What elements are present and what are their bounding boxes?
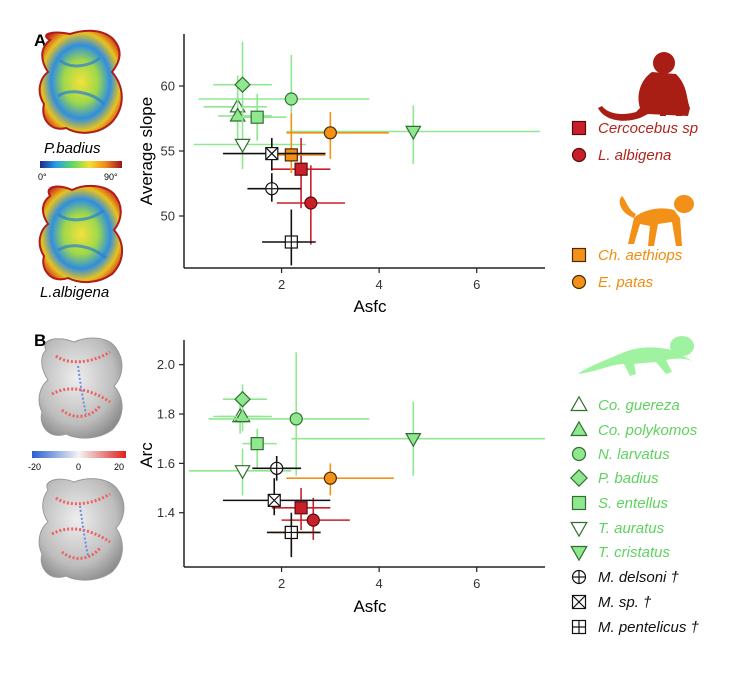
chart-a-point-m-delsoni	[247, 173, 302, 202]
legend-label: P. badius	[598, 470, 659, 487]
chart-a-point-cercocebus-sp	[271, 138, 331, 209]
chart-b-point-e-patas	[286, 463, 394, 496]
red-monkey-silhouette-icon	[598, 52, 690, 121]
curvature-color-scale	[32, 451, 126, 458]
chart-a-x-tick-label: 6	[473, 277, 480, 292]
legend-item-m-delsoni: M. delsoni †	[571, 569, 680, 586]
legend-label: T. auratus	[598, 520, 665, 537]
chart-a-y-tick-label: 60	[161, 79, 175, 94]
tooth-heatmap-l-albigena	[38, 184, 123, 284]
scale-b-mid: 0	[76, 462, 81, 472]
chart-b-point-s-entellus	[242, 428, 277, 469]
orange-monkey-silhouette-icon	[619, 195, 694, 246]
chart-b-point-m-sp	[223, 478, 331, 516]
chart-a-point-s-entellus	[232, 93, 287, 141]
chart-a-y-tick-label: 55	[161, 144, 175, 159]
legend: Cercocebus sp L. albigena Ch. aethiops E. p…	[570, 120, 700, 636]
tooth-label-2: L.albigena	[40, 284, 109, 301]
chart-b-point-cercocebus-sp	[271, 488, 331, 530]
tooth-curvature-2	[38, 478, 125, 581]
legend-label: M. pentelicus †	[598, 619, 700, 636]
chart-a-plot: 2 4 6 50 55 60 Asfc Average slope	[137, 34, 545, 316]
chart-b-point-m-delsoni	[252, 455, 302, 481]
chart-b-point-p-badius	[223, 384, 267, 417]
chart-a-y-tick-label: 50	[161, 209, 175, 224]
scale-a-min: 0°	[38, 172, 47, 182]
scale-b-max: 20	[114, 462, 124, 472]
legend-label: Co. guereza	[598, 397, 680, 414]
legend-label: Co. polykomos	[598, 422, 698, 439]
chart-a-point-e-patas	[286, 112, 389, 159]
legend-item-p-badius: P. badius	[570, 469, 659, 487]
chart-b-point-t-cristatus	[291, 401, 545, 476]
legend-item-cercocebus-sp: Cercocebus sp	[571, 120, 698, 137]
legend-item-s-entellus: S. entellus	[571, 495, 669, 512]
chart-b-x-tick-label: 4	[376, 576, 383, 591]
chart-b-y-tick-label: 2.0	[157, 357, 175, 372]
legend-label: T. cristatus	[598, 544, 670, 561]
chart-a-point-m-sp	[223, 138, 326, 171]
chart-a-x-tick-label: 4	[376, 277, 383, 292]
legend-label: M. delsoni †	[598, 569, 680, 586]
chart-b-x-tick-label: 6	[473, 576, 480, 591]
chart-a-x-label: Asfc	[353, 297, 387, 316]
chart-b-point-m-pentelicus	[266, 512, 321, 558]
chart-a-y-label: Average slope	[137, 97, 156, 205]
chart-b-y-tick-label: 1.4	[157, 505, 175, 520]
chart-b-point-l-albigena	[281, 497, 350, 540]
chart-b-y-label: Arc	[137, 442, 156, 468]
legend-item-n-larvatus: N. larvatus	[571, 446, 670, 463]
legend-label: Ch. aethiops	[598, 247, 683, 264]
legend-label: N. larvatus	[598, 446, 670, 463]
legend-label: Cercocebus sp	[598, 120, 698, 137]
legend-item-t-auratus: T. auratus	[570, 520, 665, 538]
chart-b-plot: 2 4 6 1.4 1.6 1.8 2.0 Asfc Arc	[137, 340, 545, 616]
chart-a-point-m-pentelicus	[262, 209, 316, 266]
tooth-label-1: P.badius	[44, 140, 101, 157]
chart-a-point-t-auratus	[193, 119, 306, 170]
legend-label: L. albigena	[598, 147, 671, 164]
chart-b-point-n-larvatus	[208, 352, 370, 476]
legend-item-m-pentelicus: M. pentelicus †	[571, 619, 700, 636]
legend-item-t-cristatus: T. cristatus	[570, 544, 670, 562]
scale-a-max: 90°	[104, 172, 118, 182]
chart-a-point-p-badius	[213, 41, 272, 124]
green-monkey-silhouette-icon	[578, 336, 694, 376]
legend-item-co-guereza: Co. guereza	[570, 395, 680, 414]
legend-item-l-albigena: L. albigena	[571, 147, 671, 164]
panel-a-label: A	[34, 31, 46, 50]
angle-color-scale	[40, 161, 122, 168]
legend-item-m-sp: M. sp. †	[571, 594, 652, 611]
panel-b-label: B	[34, 331, 46, 350]
legend-label: S. entellus	[598, 495, 669, 512]
legend-item-e-patas: E. patas	[571, 274, 654, 291]
tooth-heatmap-p-badius	[38, 29, 123, 134]
chart-b-y-tick-label: 1.6	[157, 456, 175, 471]
scale-b-min: -20	[28, 462, 41, 472]
chart-a-x-tick-label: 2	[278, 277, 285, 292]
legend-label: M. sp. †	[598, 594, 652, 611]
chart-b-x-tick-label: 2	[278, 576, 285, 591]
tooth-curvature-1	[38, 337, 123, 439]
chart-b-x-label: Asfc	[353, 597, 387, 616]
legend-item-co-polykomos: Co. polykomos	[570, 420, 698, 439]
legend-item-ch-aethiops: Ch. aethiops	[571, 247, 683, 264]
chart-a-point-l-albigena	[276, 165, 345, 245]
chart-b-y-tick-label: 1.8	[157, 407, 175, 422]
legend-label: E. patas	[598, 274, 654, 291]
